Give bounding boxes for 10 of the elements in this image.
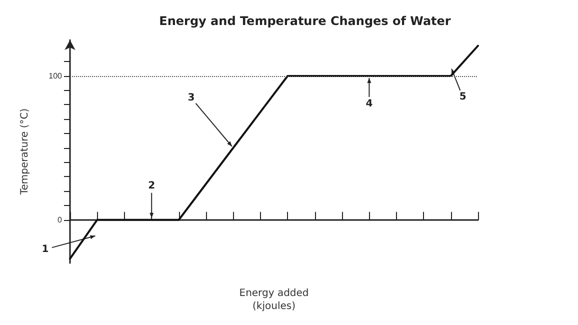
y-tick-label: 0 bbox=[58, 215, 63, 224]
annotation: 3 bbox=[188, 92, 195, 104]
y-axis-title: Temperature (°C) bbox=[20, 108, 30, 196]
text: 1 bbox=[42, 244, 49, 255]
x-axis-title: Energy added (kjoules) bbox=[239, 288, 309, 312]
annotation: 4 bbox=[366, 98, 373, 110]
annotation: 2 bbox=[148, 180, 156, 192]
y-tick-label: 100 bbox=[48, 71, 63, 80]
annotation: 5 bbox=[459, 91, 466, 102]
chart-title: Energy and Temperature Changes of Water bbox=[159, 14, 451, 28]
